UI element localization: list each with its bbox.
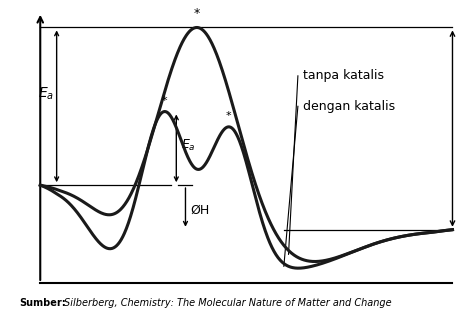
- Text: *: *: [162, 96, 167, 106]
- Text: dengan katalis: dengan katalis: [302, 100, 395, 113]
- Text: ØH: ØH: [190, 204, 210, 217]
- Text: $E_a$: $E_a$: [38, 86, 55, 102]
- Text: Sumber:: Sumber:: [19, 299, 66, 308]
- Text: *: *: [226, 111, 231, 121]
- Text: Silberberg, Chemistry: The Molecular Nature of Matter and Change: Silberberg, Chemistry: The Molecular Nat…: [64, 299, 392, 308]
- Text: *: *: [194, 7, 200, 20]
- Text: $E_a$: $E_a$: [181, 138, 196, 153]
- Text: tanpa katalis: tanpa katalis: [302, 69, 383, 82]
